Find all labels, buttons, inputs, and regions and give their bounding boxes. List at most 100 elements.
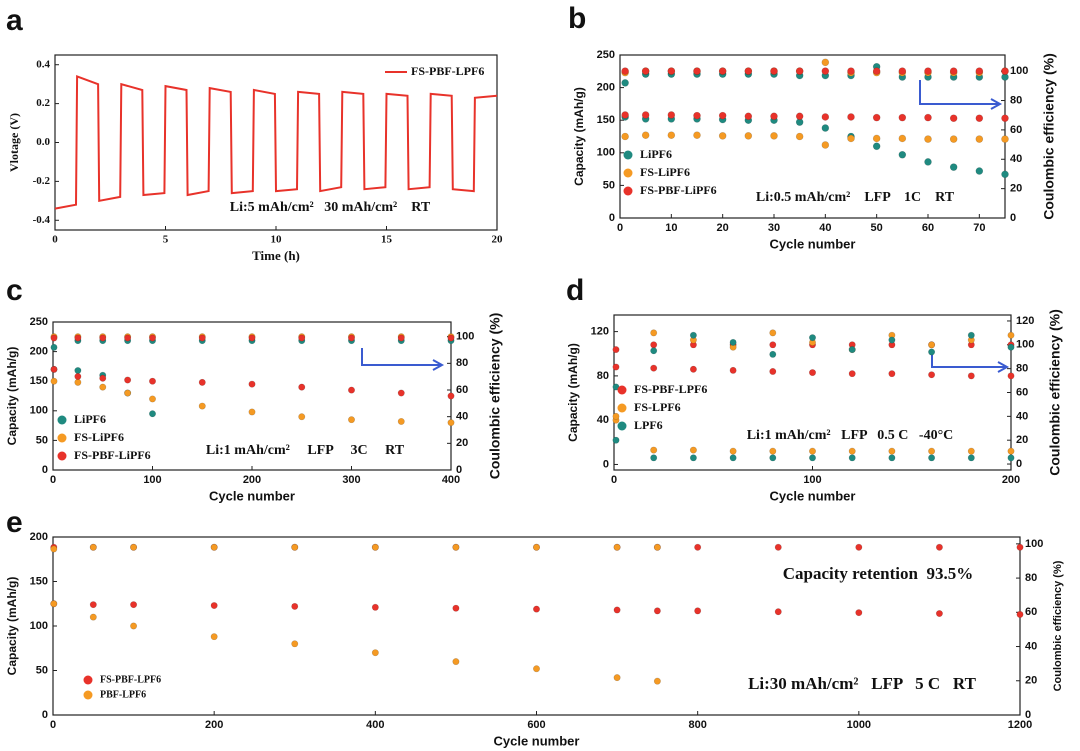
data-point (248, 408, 256, 416)
data-point (89, 601, 97, 609)
y2-tick-label: 40 (1010, 153, 1022, 165)
data-point (621, 79, 629, 87)
data-point (928, 454, 936, 462)
data-point (924, 135, 932, 143)
data-point (888, 370, 896, 378)
y2-axis-label: Coulombic efficiency (%) (1041, 53, 1057, 219)
x-tick-label: 10 (271, 234, 283, 246)
data-point (898, 67, 907, 75)
y2-tick-label: 20 (1010, 183, 1022, 195)
x-tick-label: 40 (819, 222, 831, 234)
data-point (397, 334, 405, 342)
x-tick-label: 0 (52, 234, 58, 246)
data-point (612, 346, 620, 354)
data-point (74, 372, 82, 380)
data-point (1007, 343, 1015, 351)
data-point (653, 543, 661, 551)
data-point (949, 67, 958, 75)
data-point (888, 447, 896, 455)
arrows (361, 80, 1010, 373)
data-point (689, 454, 697, 462)
data-point (689, 331, 697, 339)
data-point (99, 374, 107, 382)
data-point (729, 454, 737, 462)
data-point (718, 111, 727, 120)
x-tick-label: 30 (768, 222, 780, 234)
data-point (847, 67, 855, 75)
x-axis-label: Cycle number (494, 733, 580, 748)
data-point (689, 365, 697, 373)
y-tick-label: 100 (30, 620, 48, 632)
y2-tick-label: 80 (456, 357, 468, 369)
data-point (667, 111, 676, 119)
y2-tick-label: 60 (1025, 606, 1037, 618)
data-point (949, 163, 958, 171)
data-point (613, 543, 621, 551)
data-point (744, 112, 753, 121)
x-tick-label: 20 (717, 222, 729, 234)
data-point (821, 58, 830, 67)
x-tick-label: 10 (665, 222, 677, 234)
legend-label: FS-PBF-LPF6 (411, 64, 484, 78)
y-axis-label: Capacity (mAh/g) (566, 343, 580, 442)
data-point (621, 132, 629, 141)
y-tick-label: 150 (597, 114, 615, 126)
y2-tick-label: 0 (456, 464, 462, 476)
x-axis-label: Cycle number (770, 488, 856, 503)
data-point (770, 67, 778, 75)
data-point (298, 383, 306, 391)
y-tick-label: 200 (597, 82, 615, 94)
y-tick-label: 40 (597, 414, 609, 426)
data-point (769, 447, 777, 455)
data-point (1007, 454, 1015, 462)
y-tick-label: 0.2 (36, 97, 50, 109)
data-point (298, 334, 306, 342)
x-tick-label: 100 (143, 474, 161, 486)
data-point (693, 131, 701, 139)
data-point (124, 389, 132, 397)
x-axis-label: Time (h) (252, 248, 300, 263)
data-point (975, 114, 984, 123)
y2-tick-label: 0 (1016, 458, 1022, 470)
y2-tick-label: 0 (1025, 709, 1031, 721)
data-point (210, 633, 218, 641)
data-point (641, 131, 650, 139)
legend-swatch (57, 433, 67, 443)
data-point (744, 67, 753, 75)
data-point (613, 674, 621, 682)
data-point (612, 412, 620, 420)
x-axis-label: Cycle number (209, 488, 295, 503)
y-tick-label: 250 (30, 316, 48, 328)
legend-swatch (623, 186, 633, 196)
data-point (291, 543, 299, 551)
y-tick-label: 50 (36, 434, 48, 446)
data-point (967, 331, 975, 339)
x-tick-label: 600 (527, 719, 545, 731)
annotation: Li:30 mAh/cm² LFP 5 C RT (748, 674, 977, 693)
data-point (667, 131, 676, 139)
x-tick-label: 0 (611, 474, 617, 486)
annotation: Li:5 mAh/cm² 30 mAh/cm² RT (230, 200, 431, 215)
y2-tick-label: 20 (456, 437, 468, 449)
panel-label: b (568, 2, 586, 35)
y2-tick-label: 80 (1025, 572, 1037, 584)
y2-axis-label: Coulombic efficiency (%) (1052, 560, 1064, 691)
data-point (210, 602, 218, 610)
annotation: Li:1 mAh/cm² LFP 0.5 C -40°C (747, 428, 954, 443)
y-tick-label: 0.0 (36, 136, 50, 148)
data-point (452, 543, 460, 551)
data-point (1001, 135, 1009, 143)
data-point (653, 607, 661, 615)
legend-label: PBF-LPF6 (100, 689, 146, 700)
y2-tick-label: 40 (1016, 410, 1028, 422)
data-point (694, 607, 702, 615)
legend-label: FS-PBF-LiPF6 (74, 448, 151, 462)
data-point (693, 111, 701, 120)
x-tick-label: 15 (381, 234, 393, 246)
data-point (967, 454, 975, 462)
data-point (689, 446, 697, 454)
data-point (693, 67, 701, 75)
data-point (949, 135, 958, 143)
y-tick-label: 200 (30, 531, 48, 543)
annotation: Capacity retention 93.5% (783, 564, 973, 583)
